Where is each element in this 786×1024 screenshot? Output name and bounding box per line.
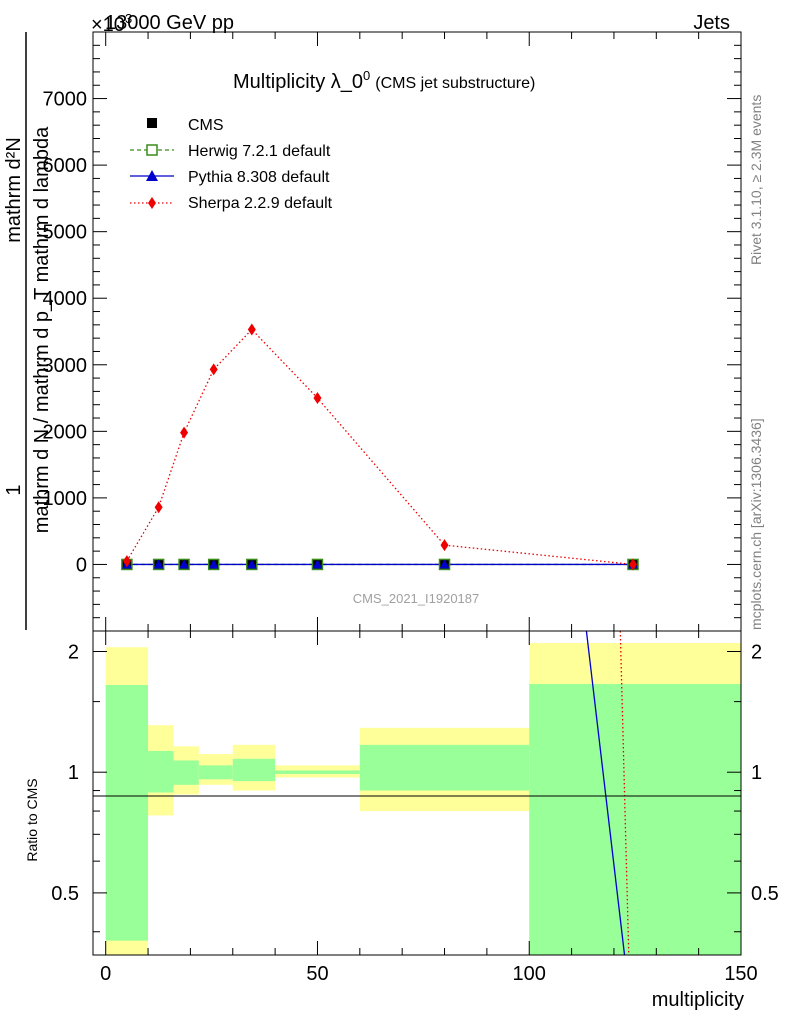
legend: CMS Herwig 7.2.1 default Pythia 8.308 de… <box>130 117 333 212</box>
legend-label-herwig: Herwig 7.2.1 default <box>188 143 331 160</box>
ratio-band-inner <box>173 760 199 785</box>
pythia-point <box>208 559 219 569</box>
sherpa-point <box>629 558 637 571</box>
ratio-band-inner <box>275 770 360 774</box>
ratio-band-inner <box>148 750 174 793</box>
pythia-point <box>246 559 257 569</box>
legend-marker-herwig <box>146 144 158 156</box>
pythia-point <box>179 559 190 569</box>
y-label-numerator: 1 <box>3 484 25 495</box>
energy-label: 13000 GeV pp <box>105 12 234 34</box>
legend-marker-cms <box>147 118 157 128</box>
x-tick-label: 0 <box>100 963 111 985</box>
y-label-denominator: mathrm d N / mathrm d p_T mathrm d lambd… <box>31 126 53 533</box>
main-y-axis-label: 1 mathrm d N / mathrm d p_T mathrm d lam… <box>3 32 53 630</box>
y-tick-label: 7000 <box>43 89 88 111</box>
ratio-y-label: Ratio to CMS <box>24 778 40 861</box>
ratio-y-tick-label: 0.5 <box>51 883 79 905</box>
ratio-y-tick-labels: 0.5 0.5 1 1 2 2 <box>51 642 779 905</box>
ratio-band-inner <box>359 744 530 791</box>
ratio-y-tick-label-right: 0.5 <box>751 883 779 905</box>
ratio-band-inner <box>198 765 233 780</box>
x-tick-label: 150 <box>724 963 757 985</box>
sherpa-point <box>313 392 322 405</box>
pythia-point <box>312 559 323 569</box>
ratio-line-pythia <box>585 630 626 956</box>
pythia-point <box>153 559 164 569</box>
sherpa-point <box>209 363 218 376</box>
y-label-d2n: mathrm d²N <box>3 137 25 243</box>
ratio-plot-frame <box>92 630 742 956</box>
ratio-band-inner <box>529 683 741 955</box>
sherpa-point <box>247 323 256 336</box>
process-label: Jets <box>693 12 730 34</box>
sherpa-point <box>154 501 163 514</box>
x-tick-label: 50 <box>306 963 328 985</box>
ratio-y-tick-label: 1 <box>68 762 79 784</box>
sherpa-point <box>440 539 449 552</box>
legend-label-sherpa: Sherpa 2.2.9 default <box>188 195 333 212</box>
sherpa-point <box>180 426 189 439</box>
plot-title: Multiplicity λ_00 (CMS jet substructure) <box>233 68 535 93</box>
y-tick-label: 4000 <box>43 288 88 310</box>
x-axis-label: multiplicity <box>652 989 744 1011</box>
y-tick-label: 6000 <box>43 155 88 177</box>
ratio-bands <box>105 643 741 955</box>
ratio-series-group <box>585 630 630 956</box>
y-tick-label: 3000 <box>43 355 88 377</box>
y-tick-label: 5000 <box>43 222 88 244</box>
main-series-group <box>121 323 639 571</box>
main-y-tick-labels: 0 1000 2000 3000 4000 5000 6000 7000 <box>43 89 88 577</box>
pythia-point <box>439 559 450 569</box>
y-tick-label: 1000 <box>43 488 88 510</box>
analysis-watermark: CMS_2021_I1920187 <box>353 591 480 606</box>
ratio-y-tick-label: 2 <box>68 642 79 664</box>
legend-marker-pythia <box>146 170 158 181</box>
exponent-label: ×103 <box>91 11 132 36</box>
legend-label-pythia: Pythia 8.308 default <box>188 169 330 186</box>
sherpa-line <box>126 328 634 566</box>
ratio-band-inner <box>232 758 276 782</box>
rivet-label: Rivet 3.1.10, ≥ 2.3M events <box>748 95 764 265</box>
legend-marker-sherpa <box>148 197 156 209</box>
ratio-band-inner <box>105 685 149 941</box>
x-tick-label: 100 <box>513 963 546 985</box>
legend-label-cms: CMS <box>188 117 224 134</box>
y-tick-label: 2000 <box>43 421 88 443</box>
x-tick-labels: 0 50 100 150 <box>100 963 758 985</box>
ratio-y-tick-label-right: 2 <box>751 642 762 664</box>
ratio-axis-ticks <box>93 631 742 955</box>
sherpa-point <box>122 555 131 568</box>
mcplots-label: mcplots.cern.ch [arXiv:1306.3436] <box>748 418 764 630</box>
ratio-y-tick-label-right: 1 <box>751 762 762 784</box>
y-tick-label: 0 <box>76 554 87 576</box>
